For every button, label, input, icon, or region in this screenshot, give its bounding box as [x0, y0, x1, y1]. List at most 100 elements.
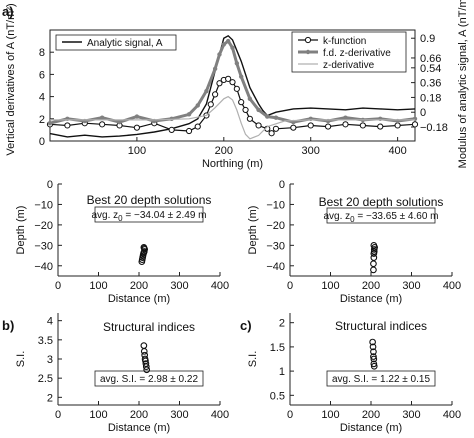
- k-function-point: [133, 124, 141, 131]
- annotation-text: avg. S.I. = 2.98 ± 0.22: [100, 374, 198, 385]
- solution-point: [370, 353, 377, 360]
- x-axis-label: Distance (m): [108, 293, 170, 305]
- fd-derivative-point: [273, 115, 279, 120]
- y-tick-label: −40: [34, 261, 53, 273]
- annotation-label: avg. S.I. = 2.98 ± 0.22: [100, 374, 198, 385]
- y-tick-label: 6: [39, 69, 45, 81]
- k-function-point: [233, 85, 240, 92]
- k-function-point: [246, 115, 253, 122]
- k-function-point: [290, 124, 297, 131]
- fd-derivative-point: [117, 119, 122, 125]
- annotation-text: avg. z0 = −34.04 ± 2.49 m: [91, 210, 206, 223]
- solution-point: [370, 254, 378, 261]
- k-function-point: [168, 126, 175, 133]
- k-function-point: [207, 101, 214, 108]
- solution-point: [370, 266, 377, 274]
- y2-axis-label: Modulus of analytic signal, A (nT/m): [457, 0, 469, 168]
- fd-derivative-point: [212, 66, 218, 72]
- fd-derivative-point: [265, 114, 270, 119]
- solution-point: [370, 348, 377, 356]
- fd-derivative-point: [230, 45, 235, 50]
- x-tick-label: 400: [211, 409, 229, 421]
- y-axis-label: Vertical derivatives of A (nT/m²): [5, 3, 17, 155]
- solution-point: [142, 363, 150, 371]
- y-tick-label: −20: [34, 220, 53, 232]
- y2-tick-label: 0.18: [420, 92, 441, 104]
- x-axis-label: Northing (m): [202, 158, 263, 170]
- y-axis-label: Depth (m): [247, 206, 259, 255]
- solution-point: [370, 260, 377, 268]
- solution-point: [370, 362, 378, 370]
- fd-derivative-point: [247, 96, 253, 102]
- x-axis-label: Distance (m): [340, 293, 402, 305]
- fd-derivative-point: [99, 115, 105, 120]
- y-tick-label: 0: [279, 179, 285, 191]
- panel-title: Structural indices: [335, 319, 427, 333]
- y-tick-label: 8: [39, 47, 45, 59]
- fd-derivative-point: [217, 52, 222, 57]
- y-tick-label: 2.5: [38, 373, 53, 385]
- annotation-label: avg. z: [323, 211, 350, 222]
- y-tick-label: −10: [266, 199, 285, 211]
- k-function-point: [324, 123, 332, 130]
- legend-label-analytic: Analytic signal, A: [87, 38, 163, 49]
- legend-marker-fd: [305, 49, 311, 55]
- y2-tick-label: 0: [420, 107, 426, 119]
- fd-derivative-point: [225, 38, 231, 44]
- y-tick-label: −40: [266, 261, 285, 273]
- fd-derivative-point: [256, 107, 261, 113]
- y-tick-label: −30: [34, 240, 53, 252]
- series-line-3: [50, 95, 415, 140]
- k-function-point: [185, 127, 193, 135]
- legend-marker-kfunction: [304, 36, 312, 44]
- k-function-point: [255, 122, 262, 129]
- panel-label-p3: b): [2, 318, 14, 333]
- panel-label-a: a): [2, 4, 14, 19]
- x-axis-label: Distance (m): [108, 422, 170, 434]
- x-tick-label: 300: [402, 409, 420, 421]
- y-tick-label: 1.5: [270, 342, 285, 354]
- fd-derivative-point: [47, 121, 53, 126]
- legend-label-fd: f.d. z-derivative: [323, 48, 391, 59]
- solution-point: [140, 342, 148, 349]
- y-tick-label: 3: [47, 354, 53, 366]
- y-tick-label: 0.5: [270, 390, 285, 402]
- k-function-point: [411, 121, 419, 128]
- y-tick-label: 0: [39, 136, 45, 148]
- x-tick-label: 400: [388, 145, 406, 157]
- solution-point: [140, 347, 148, 355]
- legend-label-z: z-derivative: [323, 60, 375, 71]
- x-tick-label: 300: [302, 145, 320, 157]
- x-tick-label: 100: [321, 409, 339, 421]
- legend-box-left: [55, 34, 177, 51]
- k-function-point: [359, 122, 366, 129]
- y-tick-label: −10: [34, 199, 53, 211]
- y2-tick-label: 0.36: [420, 78, 441, 90]
- annotation-subscript: 0: [118, 214, 123, 223]
- k-function-point: [99, 121, 106, 128]
- x-tick-label: 400: [211, 280, 229, 292]
- x-tick-label: 200: [362, 280, 380, 292]
- y-tick-label: 3.5: [38, 335, 53, 347]
- solution-point: [143, 366, 151, 374]
- solution-point: [140, 244, 148, 251]
- x-tick-label: 200: [215, 145, 233, 157]
- annotation-label: avg. z: [91, 210, 118, 221]
- k-function-point: [394, 122, 401, 129]
- y-tick-label: −20: [266, 220, 285, 232]
- x-tick-label: 100: [89, 409, 107, 421]
- fd-derivative-point: [195, 103, 200, 108]
- fd-derivative-point: [238, 74, 244, 79]
- x-tick-label: 0: [55, 280, 61, 292]
- solution-point: [370, 355, 378, 363]
- x-tick-label: 100: [89, 280, 107, 292]
- x-tick-label: 400: [443, 280, 461, 292]
- fd-derivative-point: [221, 42, 227, 47]
- k-function-point: [212, 91, 219, 98]
- y2-tick-label: −0.18: [420, 122, 448, 134]
- series-line-0: [49, 34, 416, 138]
- annotation-value: = −33.65 ± 4.60 m: [355, 211, 439, 222]
- k-function-point: [342, 121, 349, 128]
- k-function-point: [216, 80, 223, 87]
